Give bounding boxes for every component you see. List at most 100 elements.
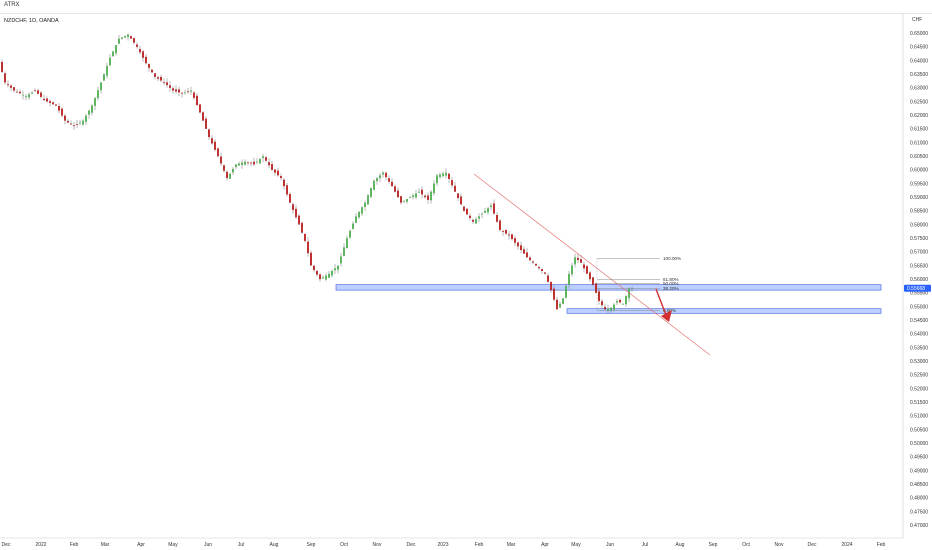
candle-body bbox=[244, 161, 246, 165]
candle-body bbox=[175, 89, 177, 92]
candle-body bbox=[151, 69, 153, 73]
candle-body bbox=[607, 308, 609, 311]
candle-body bbox=[46, 98, 48, 102]
candle-body bbox=[526, 252, 528, 258]
upper-support-zone bbox=[335, 284, 882, 291]
candle-body bbox=[58, 106, 60, 111]
candle-body bbox=[448, 173, 450, 179]
candle-body bbox=[367, 195, 369, 205]
candle-body bbox=[565, 286, 567, 298]
x-tick-label-16: Apr bbox=[541, 542, 549, 548]
price-axis[interactable]: 0.65000 0.64500 0.64000 0.63500 0.63000 0.625… bbox=[910, 31, 928, 529]
candle-body bbox=[106, 65, 108, 76]
x-tick-label-20: Aug bbox=[676, 542, 685, 548]
candle-body bbox=[598, 291, 600, 302]
candle-body bbox=[43, 98, 45, 101]
trendline-group bbox=[473, 173, 711, 356]
candle-body bbox=[547, 275, 549, 282]
candle-body bbox=[592, 277, 594, 285]
x-tick-label-2: Feb bbox=[70, 542, 79, 548]
y-tick-label-1: 0.64500 bbox=[910, 45, 928, 51]
candle-body bbox=[601, 301, 603, 306]
candle-body bbox=[247, 162, 249, 164]
candle-body bbox=[40, 92, 42, 97]
price-tag-value: 0.55668 bbox=[907, 286, 925, 292]
candle-body bbox=[190, 90, 192, 92]
candle-body bbox=[427, 195, 429, 200]
candle-body bbox=[73, 125, 75, 127]
candle-body bbox=[229, 173, 231, 179]
candle-body bbox=[370, 188, 372, 197]
candle-body bbox=[49, 101, 51, 103]
candle-body bbox=[430, 191, 432, 201]
candle-body bbox=[181, 92, 183, 94]
candle-body bbox=[160, 76, 162, 81]
x-tick-label-13: 2023 bbox=[437, 542, 448, 548]
candle-body bbox=[394, 186, 396, 192]
candle-body bbox=[259, 158, 261, 164]
candle-body bbox=[439, 174, 441, 178]
x-tick-label-8: Aug bbox=[270, 542, 279, 548]
x-tick-label-24: Dec bbox=[808, 542, 817, 548]
y-tick-label-4: 0.63000 bbox=[910, 86, 928, 92]
candle-body bbox=[478, 216, 480, 219]
candle-body bbox=[481, 213, 483, 215]
candle-body bbox=[286, 185, 288, 195]
y-tick-label-31: 0.49500 bbox=[910, 455, 928, 461]
candle-body bbox=[466, 208, 468, 215]
time-axis[interactable]: Dec 2022 Feb Mar Apr May Jun Jul Aug Sep Oct Nov Dec… bbox=[2, 542, 886, 548]
fib-level-label: 38.20% bbox=[663, 286, 679, 291]
y-tick-label-19: 0.55500 bbox=[910, 291, 928, 297]
candle-body bbox=[340, 256, 342, 264]
candle-body bbox=[412, 195, 414, 198]
y-tick-label-2: 0.64000 bbox=[910, 58, 928, 64]
candle-body bbox=[115, 45, 117, 54]
x-tick-label-0: Dec bbox=[2, 542, 11, 548]
candle-body bbox=[532, 261, 534, 263]
x-tick-label-9: Sep bbox=[307, 542, 316, 548]
candle-body bbox=[307, 241, 309, 254]
x-tick-label-7: Jul bbox=[238, 542, 244, 548]
candle-body bbox=[334, 268, 336, 271]
candle-body bbox=[217, 148, 219, 157]
candle-body bbox=[55, 104, 57, 106]
candle-body bbox=[544, 272, 546, 274]
candle-body bbox=[103, 74, 105, 81]
y-tick-label-9: 0.60500 bbox=[910, 154, 928, 160]
candle-body bbox=[169, 85, 171, 88]
x-tick-label-19: Jul bbox=[642, 542, 648, 548]
candle-body bbox=[124, 35, 126, 38]
candle-body bbox=[568, 273, 570, 285]
y-tick-label-15: 0.57500 bbox=[910, 236, 928, 242]
candle-body bbox=[202, 112, 204, 121]
candle-body bbox=[352, 223, 354, 229]
y-tick-label-34: 0.48000 bbox=[910, 496, 928, 502]
candle-body bbox=[196, 95, 198, 106]
y-tick-label-5: 0.62500 bbox=[910, 99, 928, 105]
candle-body bbox=[421, 189, 423, 195]
candle-body bbox=[313, 265, 315, 271]
x-tick-label-15: Mar bbox=[507, 542, 516, 548]
candle-body bbox=[301, 222, 303, 233]
fib-level-label: 50.00% bbox=[663, 281, 679, 286]
candle-body bbox=[508, 234, 510, 236]
candle-body bbox=[76, 124, 78, 125]
x-tick-label-26: Feb bbox=[877, 542, 886, 548]
candle-body bbox=[19, 91, 21, 94]
candle-body bbox=[511, 234, 513, 240]
candle-body bbox=[91, 105, 93, 113]
candle-body bbox=[463, 206, 465, 211]
candle-body bbox=[214, 141, 216, 150]
fib-level-label: 61.80% bbox=[663, 277, 679, 282]
candlestick-series bbox=[1, 33, 633, 314]
support-zones bbox=[335, 284, 882, 314]
candle-body bbox=[25, 96, 27, 97]
y-tick-label-12: 0.59000 bbox=[910, 195, 928, 201]
candle-body bbox=[4, 73, 6, 83]
y-tick-label-22: 0.54000 bbox=[910, 332, 928, 338]
y-tick-label-14: 0.58000 bbox=[910, 222, 928, 228]
y-tick-label-30: 0.50000 bbox=[910, 441, 928, 447]
candle-body bbox=[436, 175, 438, 184]
candle-body bbox=[142, 51, 144, 58]
